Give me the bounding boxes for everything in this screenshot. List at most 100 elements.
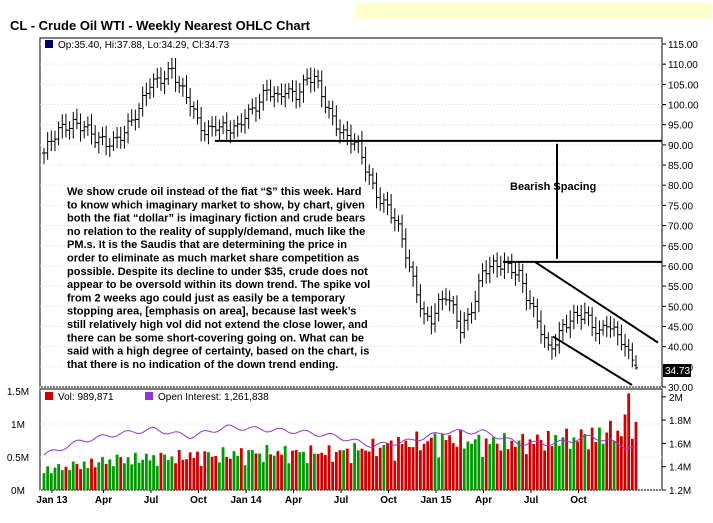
down-channel-bottom [552,335,633,386]
price-tick-label: 110.00 [668,60,698,71]
volume-bar [619,436,623,490]
vol-legend-marker [45,392,53,400]
volume-bar [565,428,568,490]
time-tick-label: Jan 15 [420,495,452,506]
price-tick-label: 115.00 [668,40,698,51]
volume-bar [196,451,199,490]
volume-bar [601,443,605,490]
volume-bar [349,463,353,490]
volume-bar [112,466,115,490]
price-tick-label: 60.00 [668,262,693,273]
volume-bar [587,449,590,490]
volume-bar [422,443,426,490]
volume-bar [367,451,371,490]
price-tick-label: 40.00 [668,343,693,354]
price-tick-label: 105.00 [668,80,699,91]
volume-bar [528,439,532,490]
commentary-line: from 2 weeks ago could just as easily be… [67,292,346,304]
volume-bar [287,463,291,490]
volume-bar [155,465,159,490]
oi-tick-label: 1.2M [669,486,691,497]
volume-bar [49,473,53,490]
volume-bar [524,454,528,490]
volume-bar [408,446,411,490]
volume-bar [554,435,558,490]
volume-bar [400,444,404,490]
volume-bar [163,454,166,490]
volume-bar [342,450,346,490]
volume-bar [433,433,437,490]
ohlc-legend: Op:35.40, Hi:37.88, Lo:34.29, Cl:34.73 [58,40,230,51]
volume-bar [583,433,587,490]
volume-bar [360,448,364,490]
volume-bar [481,456,484,490]
commentary-line: that there is no indication of the down … [67,359,338,371]
volume-bar [323,455,327,490]
volume-bar [459,430,462,490]
time-tick-label: Apr [285,495,302,506]
volume-bar [53,467,57,490]
volume-bar [477,434,481,490]
volume-bar [371,438,375,490]
volume-bar [185,459,188,490]
volume-bar [426,441,430,490]
volume-bar [338,450,342,490]
volume-bar [462,448,466,490]
volume-bar [612,441,616,490]
volume-bar [495,443,499,490]
volume-axes: 1.5M 1M 0.5M 0M 2M 1.8M 1.6M 1.4M 1.2M [7,387,691,497]
volume-bar [152,455,156,490]
volume-bar [579,429,583,490]
commentary-line: stopping area, [emphasis on area], becau… [67,306,356,318]
volume-bar [627,393,631,490]
volume-legend: Vol: 989,871 [58,392,114,403]
commentary-line: there can be some short-covering going o… [67,332,364,344]
volume-bar [634,421,638,490]
volume-bar [159,452,163,490]
commentary-line: said with a high degree of certainty, ba… [67,346,369,358]
price-tick-label: 55.00 [668,282,693,293]
volume-bar [517,440,521,490]
volume-bar [79,469,82,490]
volume-bar [473,439,477,490]
volume-bar [68,470,71,490]
oi-tick-label: 1.6M [669,439,691,450]
volume-bar [236,455,240,490]
volume-bar [313,453,316,490]
volume-bar [265,445,269,490]
volume-bar [418,450,422,490]
commentary-line: both the fiat “dollar” is imaginary fict… [67,213,365,225]
volume-bar [207,452,210,490]
time-axis: Jan 13 Apr Jul Oct Jan 14 Apr Jul Oct Jan 15 Apr J… [36,490,588,506]
volume-bar [42,473,46,490]
time-tick-label: Jan 13 [36,495,68,506]
volume-bar [532,443,536,490]
open-interest-legend: Open Interest: 1,261,838 [158,392,269,403]
volume-bar [594,442,598,490]
volume-bar [345,448,349,490]
time-tick-label: Oct [570,495,587,506]
price-tick-label: 75.00 [668,201,693,212]
volume-bar [294,449,298,490]
volume-bar [188,452,192,490]
volume-bar [247,450,251,490]
volume-bar [316,453,320,490]
last-price-tag [663,364,691,377]
volume-bar [404,440,408,490]
volume-bar [104,463,108,490]
volume-bar [448,435,452,490]
volume-bar [630,438,634,490]
volume-bar [535,434,539,490]
volume-bar [451,443,455,490]
volume-bar [572,437,576,490]
volume-bar [331,461,335,490]
info-bar [356,3,712,19]
time-tick-label: Oct [190,495,207,506]
volume-bar [510,440,514,490]
price-panel [39,37,663,388]
commentary-line: order to eliminate as much market share … [67,253,359,265]
commentary-line: possible. Despite its decline to under $… [67,266,368,278]
volume-bar [130,464,134,490]
volume-bars [42,393,638,490]
